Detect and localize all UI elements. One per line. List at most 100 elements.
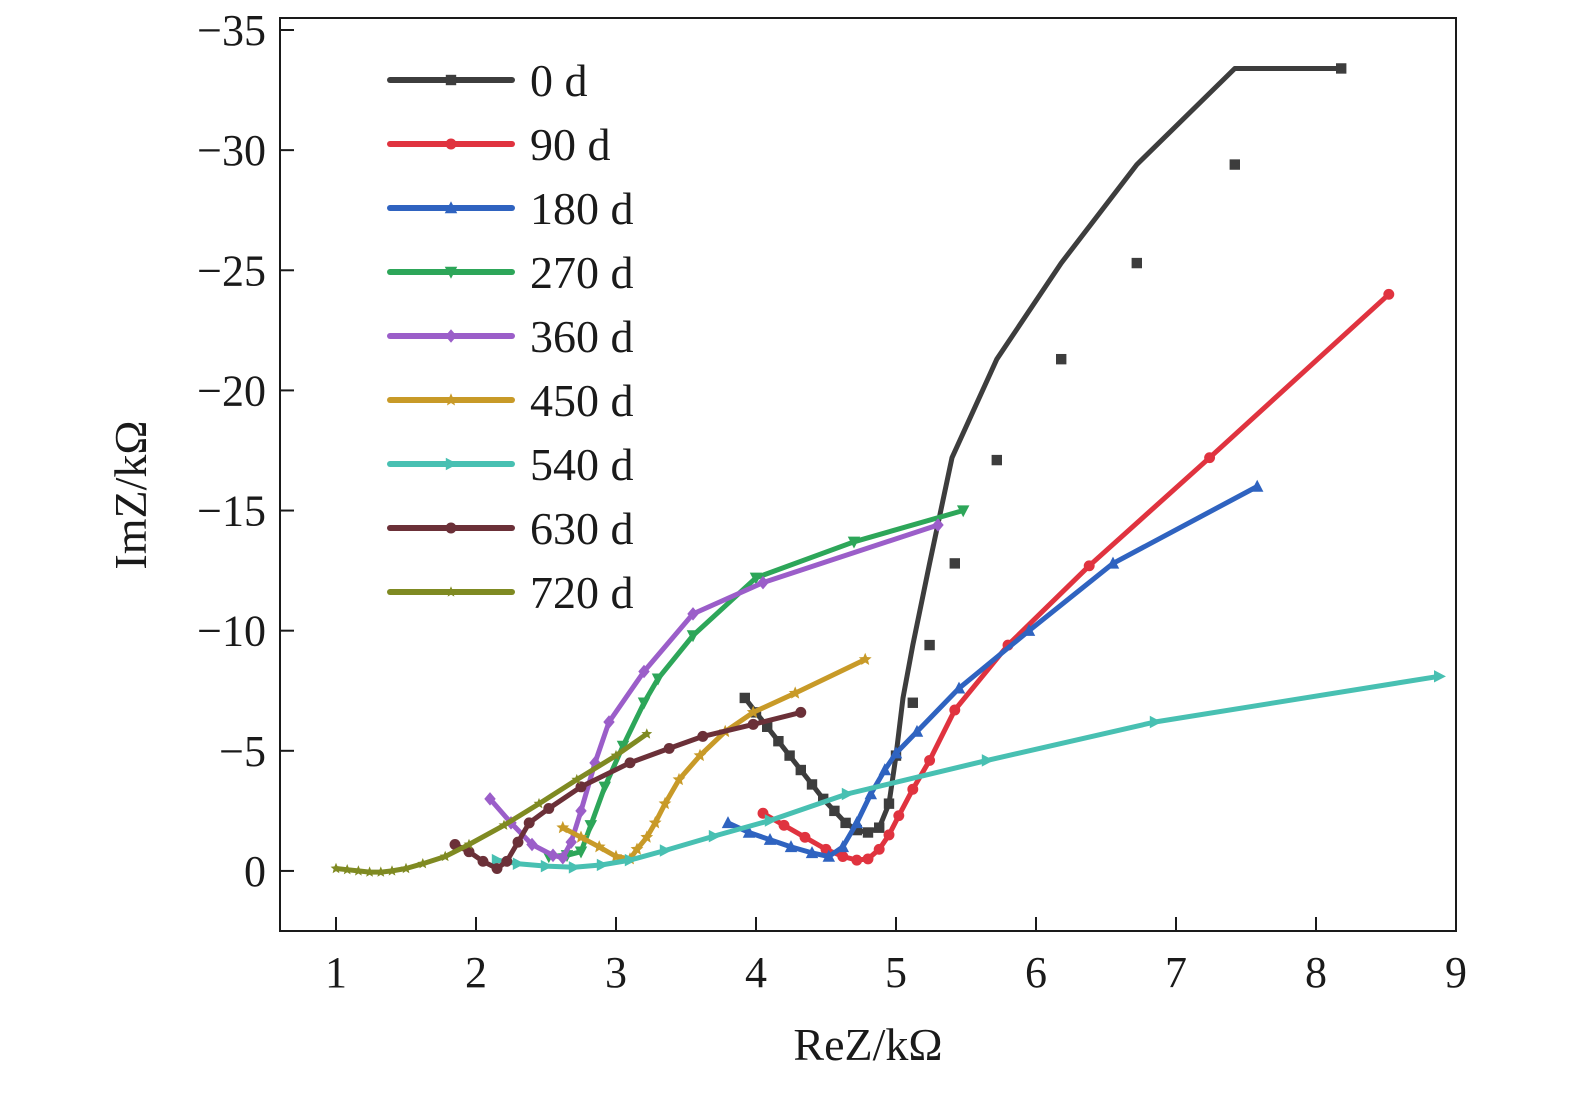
data-point (575, 781, 587, 793)
series-0-d (739, 63, 1347, 838)
data-point (883, 798, 895, 809)
data-point (1131, 257, 1142, 269)
legend: 0 d 90 d 180 d 270 d 360 d 450 d 540 d 630 d 720… (387, 55, 634, 618)
legend-label: 0 d (530, 55, 588, 106)
data-point (651, 673, 665, 686)
data-point (991, 454, 1002, 466)
data-point (687, 607, 699, 621)
series-180-d (721, 479, 1264, 862)
data-point (449, 839, 461, 850)
data-point (864, 787, 878, 800)
legend-label: 540 d (530, 439, 634, 490)
data-point (609, 849, 623, 862)
legend-label: 270 d (530, 247, 634, 298)
data-point (491, 853, 504, 867)
plot-frame (279, 17, 1457, 932)
data-point (596, 858, 609, 872)
data-point (540, 859, 553, 873)
legend-item: 180 d (387, 183, 634, 234)
data-point (841, 787, 854, 801)
y-tick-label: −30 (197, 126, 266, 175)
data-point (610, 749, 622, 761)
data-point (747, 718, 759, 730)
data-point (805, 846, 819, 859)
data-point (477, 855, 489, 867)
y-axis-title: ImZ/kΩ (105, 420, 156, 569)
data-point (697, 730, 709, 742)
legend-item: 720 d (387, 567, 634, 618)
legend-item: 630 d (387, 503, 634, 554)
data-point (616, 740, 630, 753)
legend-item: 270 d (387, 247, 634, 298)
y-tick-label: −35 (197, 6, 266, 55)
data-point (784, 840, 798, 853)
legend-marker (445, 522, 457, 534)
data-point (862, 827, 874, 838)
data-point (658, 796, 672, 810)
data-point (417, 858, 429, 869)
data-point (523, 817, 535, 829)
data-point (463, 838, 475, 850)
legend-label: 360 d (530, 311, 634, 362)
data-point (762, 721, 773, 732)
data-point (386, 865, 398, 876)
data-point (822, 849, 836, 862)
data-point (512, 836, 524, 848)
data-point (463, 846, 475, 858)
x-tick-label: 1 (325, 948, 347, 997)
data-point (512, 857, 525, 870)
data-point (624, 757, 636, 769)
series-line (760, 291, 1392, 863)
data-point (364, 866, 375, 877)
data-point (598, 781, 612, 794)
data-point (1149, 715, 1162, 729)
series-line (725, 484, 1260, 859)
data-point (721, 816, 735, 829)
series-line (546, 508, 966, 859)
data-point (659, 844, 672, 857)
legend-marker (444, 266, 458, 279)
data-point (949, 704, 961, 716)
data-point (672, 772, 686, 786)
data-point (400, 862, 412, 874)
x-tick-label: 9 (1445, 948, 1467, 997)
data-point (439, 850, 451, 862)
series-540-d (491, 670, 1446, 874)
data-point (603, 715, 615, 729)
y-tick-label: −20 (197, 366, 266, 415)
data-point (799, 831, 811, 843)
data-point (641, 728, 653, 739)
data-point (630, 842, 644, 855)
data-point (533, 797, 545, 809)
data-point (932, 518, 944, 532)
legend-label: 450 d (530, 375, 634, 426)
legend-marker (445, 329, 457, 343)
legend-label: 90 d (530, 119, 611, 170)
data-point (592, 840, 606, 853)
legend-label: 180 d (530, 183, 634, 234)
data-point (648, 816, 662, 829)
data-point (829, 805, 840, 817)
y-tick-label: −15 (197, 487, 266, 536)
legend-item: 0 d (387, 55, 588, 106)
data-point (1056, 353, 1067, 365)
data-point (375, 866, 387, 877)
legend-item: 540 d (387, 439, 634, 490)
data-point (850, 816, 864, 829)
data-point (788, 686, 802, 699)
legend-marker (445, 138, 457, 150)
data-point (663, 742, 675, 754)
data-point (874, 822, 885, 833)
legend-marker (445, 74, 457, 86)
data-point (693, 748, 707, 762)
data-point (568, 861, 581, 874)
data-point (778, 819, 790, 831)
legend-label: 720 d (530, 567, 634, 618)
data-point (575, 804, 587, 818)
y-tick-label: 0 (244, 847, 266, 896)
data-point (571, 773, 583, 785)
data-point (806, 779, 818, 790)
legend-marker (444, 201, 458, 214)
data-point (686, 630, 700, 643)
data-point (638, 664, 650, 679)
